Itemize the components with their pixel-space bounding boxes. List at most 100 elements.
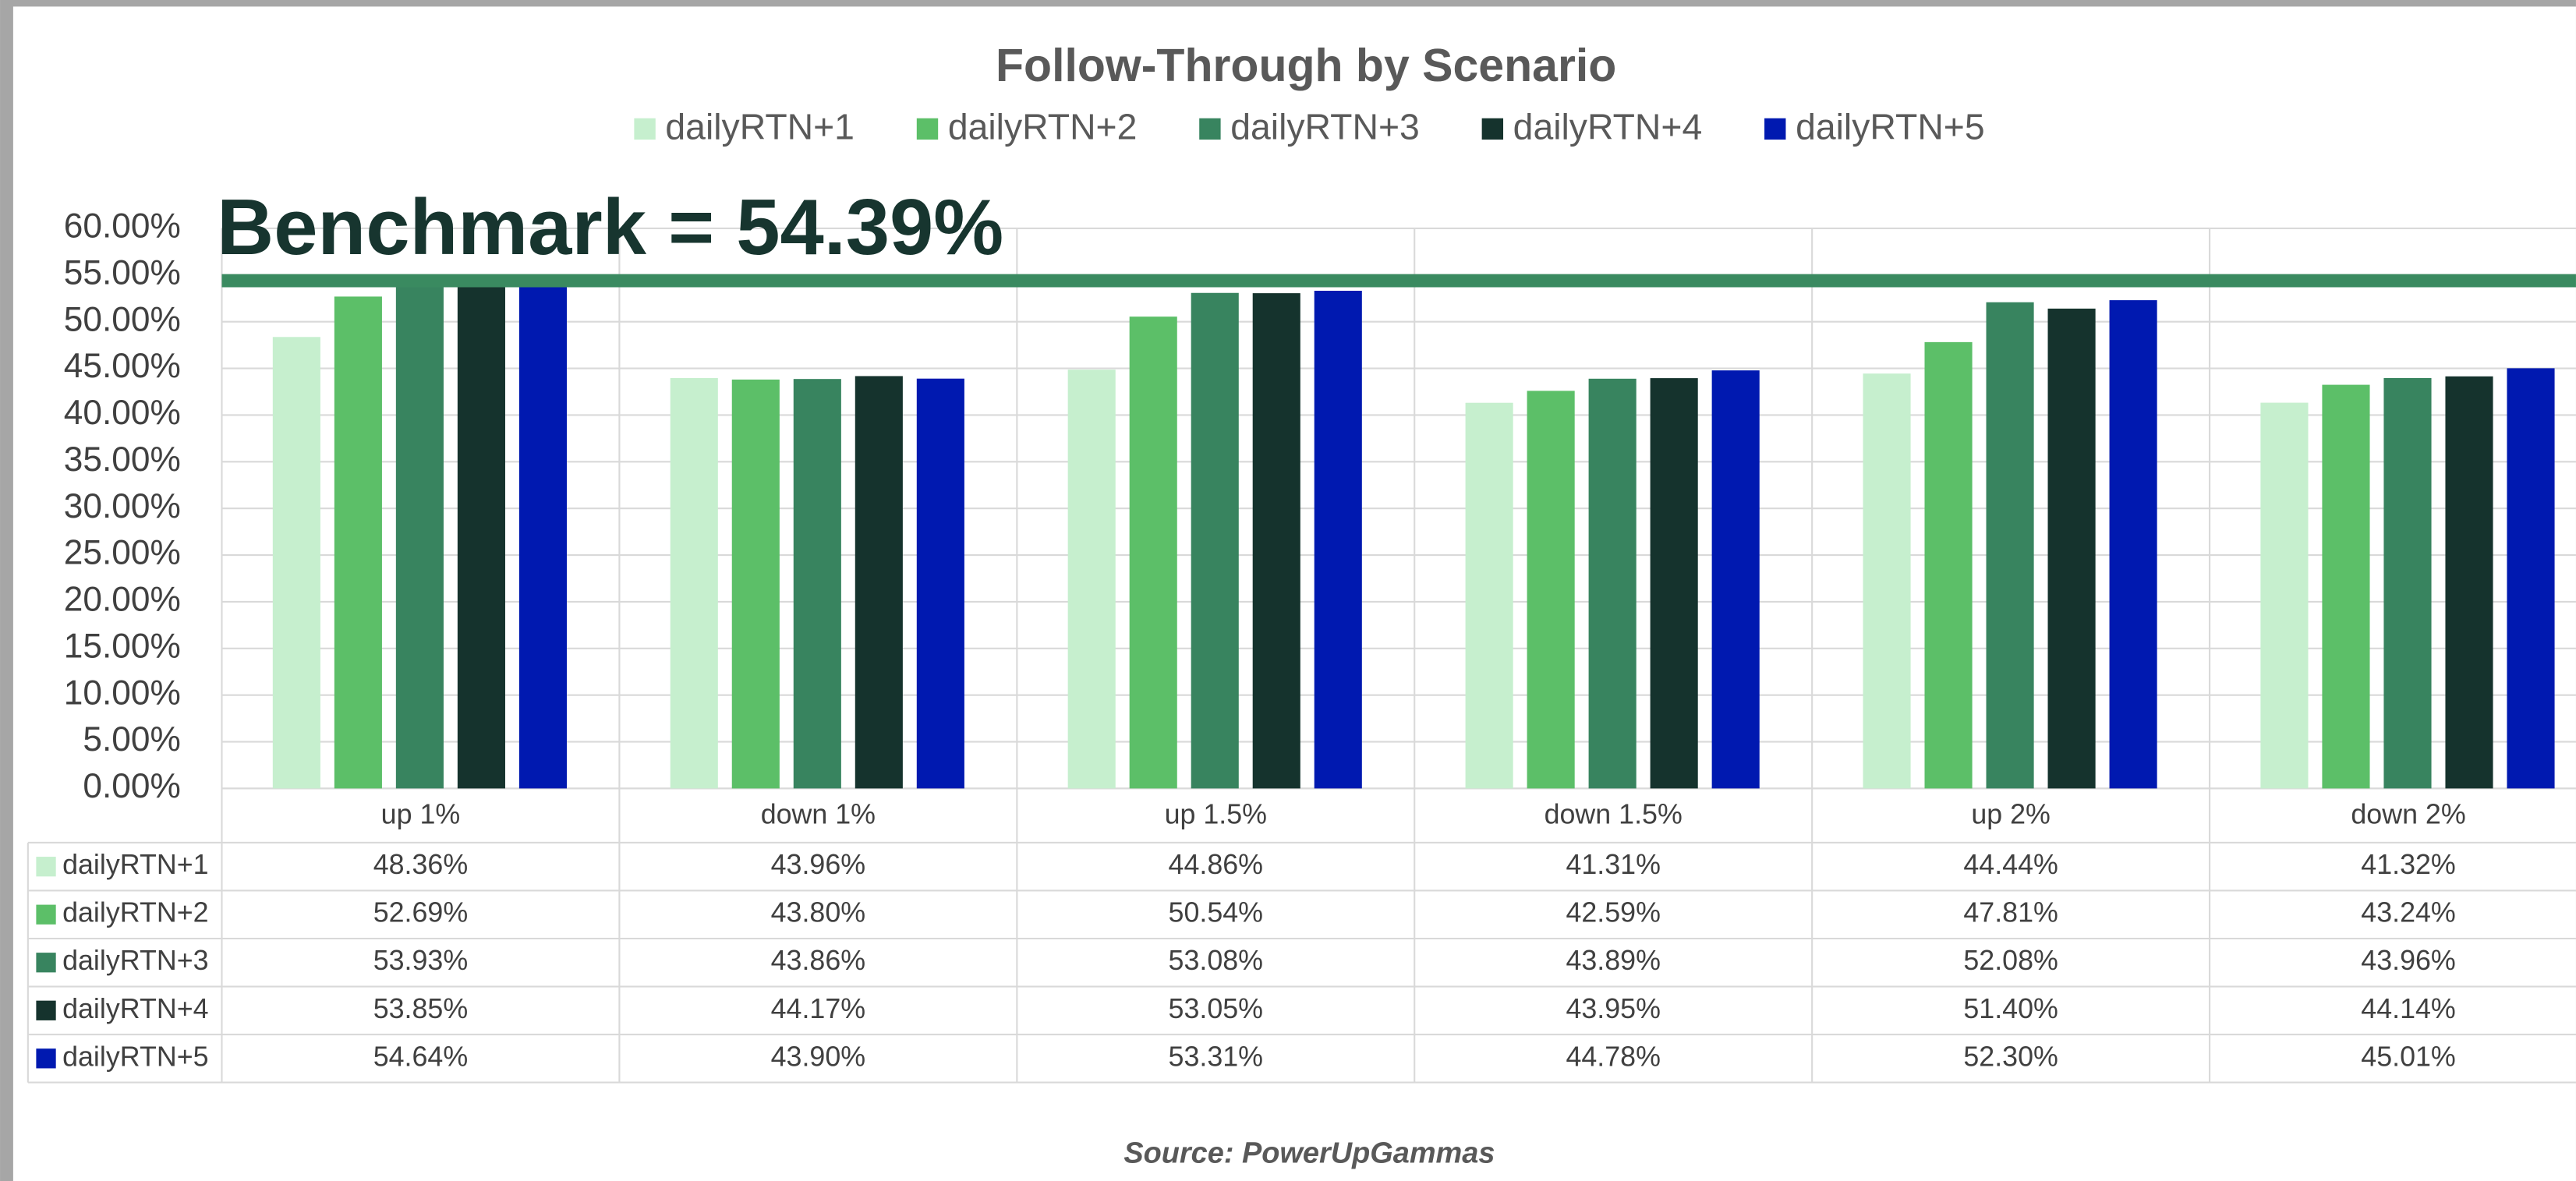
y-tick-label: 20.00%: [64, 581, 181, 619]
data-label: 43.24%: [2361, 897, 2455, 928]
bar: [334, 296, 382, 789]
legend-label: dailyRTN+5: [62, 1041, 208, 1072]
bar: [2383, 377, 2432, 789]
data-label: 43.96%: [771, 849, 865, 880]
bar: [1465, 402, 1513, 789]
data-label: 45.01%: [2361, 1041, 2455, 1072]
bar: [1191, 292, 1239, 789]
bar: [1252, 293, 1300, 789]
y-tick-label: 40.00%: [64, 394, 181, 432]
data-label: 44.44%: [1963, 849, 2058, 880]
legend-key: [916, 118, 939, 140]
y-tick-label: 60.00%: [64, 207, 181, 246]
legend-key: [36, 953, 56, 973]
y-tick-label: 45.00%: [64, 347, 181, 385]
legend-label: dailyRTN+1: [62, 849, 208, 880]
legend-key: [1764, 118, 1786, 140]
legend-label: dailyRTN+1: [665, 107, 855, 147]
data-label: 43.86%: [771, 945, 865, 976]
data-label: 50.54%: [1169, 897, 1263, 928]
x-tick-label: up 1.5%: [1165, 799, 1267, 830]
data-label: 47.81%: [1963, 897, 2058, 928]
bar: [2260, 402, 2309, 789]
data-label: 43.90%: [771, 1041, 865, 1072]
y-tick-label: 35.00%: [64, 440, 181, 479]
data-label: 43.80%: [771, 897, 865, 928]
x-tick-label: down 2%: [2351, 799, 2465, 830]
chart-title: Follow-Through by Scenario: [996, 40, 1616, 91]
data-label: 44.78%: [1566, 1041, 1660, 1072]
legend-key: [36, 904, 56, 925]
bar: [1588, 378, 1637, 789]
benchmark-label: Benchmark = 54.39%: [217, 183, 1003, 271]
data-label: 53.85%: [373, 993, 468, 1024]
data-label: 43.89%: [1566, 945, 1660, 976]
bar: [1986, 302, 2034, 789]
bar: [1527, 391, 1575, 789]
y-tick-label: 0.00%: [83, 767, 180, 805]
bar: [457, 285, 505, 789]
data-label: 51.40%: [1963, 993, 2058, 1024]
legend-key: [36, 857, 56, 877]
data-label: 54.64%: [373, 1041, 468, 1072]
legend-label: dailyRTN+4: [1513, 107, 1703, 147]
data-label: 48.36%: [373, 849, 468, 880]
y-tick-label: 30.00%: [64, 487, 181, 525]
bar: [1067, 370, 1116, 789]
legend-key: [36, 1000, 56, 1020]
y-tick-label: 25.00%: [64, 534, 181, 572]
bar: [916, 378, 964, 789]
bar: [1711, 370, 1760, 789]
legend-key: [1199, 118, 1221, 140]
legend-key: [1481, 118, 1504, 140]
data-label: 53.31%: [1169, 1041, 1263, 1072]
legend-key: [634, 118, 656, 140]
data-label: 52.69%: [373, 897, 468, 928]
bar: [793, 379, 841, 789]
y-tick-label: 50.00%: [64, 300, 181, 338]
legend-label: dailyRTN+4: [62, 993, 208, 1024]
data-label: 52.30%: [1963, 1041, 2058, 1072]
legend-label: dailyRTN+2: [62, 897, 208, 928]
bar: [395, 285, 444, 789]
bar: [272, 337, 320, 789]
legend-key: [36, 1048, 56, 1069]
data-label: 44.14%: [2361, 993, 2455, 1024]
bar: [731, 379, 780, 789]
bar: [1129, 316, 1177, 789]
data-label: 43.96%: [2361, 945, 2455, 976]
data-label: 53.05%: [1169, 993, 1263, 1024]
data-label: 43.95%: [1566, 993, 1660, 1024]
y-tick-label: 5.00%: [83, 720, 180, 758]
bar: [2109, 300, 2157, 789]
legend-label: dailyRTN+3: [1230, 107, 1420, 147]
bar: [518, 278, 567, 789]
y-tick-label: 10.00%: [64, 674, 181, 712]
legend-label: dailyRTN+3: [62, 945, 208, 976]
x-tick-label: down 1.5%: [1545, 799, 1683, 830]
bar: [2322, 384, 2370, 789]
x-tick-label: up 2%: [1971, 799, 2051, 830]
data-label: 44.17%: [771, 993, 865, 1024]
y-tick-label: 55.00%: [64, 253, 181, 292]
source: Source: PowerUpGammas: [1123, 1137, 1495, 1169]
x-tick-label: down 1%: [761, 799, 876, 830]
bar: [2507, 368, 2555, 789]
legend-label: dailyRTN+5: [1796, 107, 1985, 147]
data-label: 52.08%: [1963, 945, 2058, 976]
bar: [1314, 291, 1362, 789]
legend-label: dailyRTN+2: [948, 107, 1138, 147]
data-label: 44.86%: [1169, 849, 1263, 880]
data-label: 41.32%: [2361, 849, 2455, 880]
data-label: 42.59%: [1566, 897, 1660, 928]
bar: [1650, 378, 1698, 789]
data-label: 53.93%: [373, 945, 468, 976]
bar: [1863, 373, 1911, 789]
bar: [1924, 341, 1973, 789]
data-label: 41.31%: [1566, 849, 1660, 880]
x-tick-label: up 1%: [381, 799, 461, 830]
bar: [670, 377, 718, 789]
data-label: 53.08%: [1169, 945, 1263, 976]
bar: [855, 376, 903, 789]
